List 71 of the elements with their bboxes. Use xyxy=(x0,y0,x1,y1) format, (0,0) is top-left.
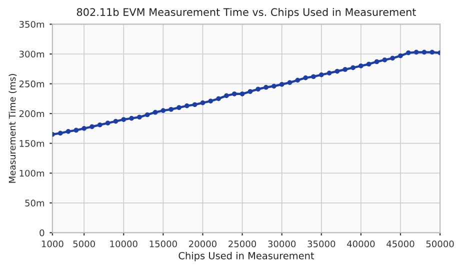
point xyxy=(90,124,94,130)
point xyxy=(58,130,63,136)
point xyxy=(144,112,150,118)
point xyxy=(334,68,340,74)
point xyxy=(168,106,174,112)
point xyxy=(256,86,261,92)
point xyxy=(74,128,79,133)
x-axis-title: Chips Used in Measurement xyxy=(178,252,314,262)
point xyxy=(406,50,411,56)
point xyxy=(279,82,284,87)
point xyxy=(398,53,403,58)
point xyxy=(216,96,221,102)
point xyxy=(366,62,372,67)
point xyxy=(208,98,214,104)
point xyxy=(97,122,102,128)
y-tick-label: 200m xyxy=(19,110,44,118)
line-series xyxy=(52,50,440,137)
point xyxy=(358,63,364,68)
point xyxy=(326,70,332,76)
point xyxy=(200,100,206,106)
point xyxy=(82,126,87,131)
point xyxy=(390,56,396,61)
y-axis-title: Measurement Time (ms) xyxy=(8,74,17,183)
point xyxy=(176,105,182,110)
point xyxy=(318,72,324,78)
point xyxy=(430,50,435,55)
point xyxy=(295,78,300,83)
y-tick-label: 150m xyxy=(20,140,44,147)
point xyxy=(129,116,134,121)
x-tick-label: 20000 xyxy=(189,240,216,248)
point xyxy=(113,118,118,124)
point xyxy=(105,120,110,126)
point xyxy=(287,80,292,86)
x-tick-label: 50000 xyxy=(426,240,454,248)
y-tick-label: 350m xyxy=(19,20,44,28)
point xyxy=(152,110,158,115)
point xyxy=(160,108,166,114)
chart-title: 802.11b EVM Measurement Time vs. Chips Used in Measurement xyxy=(76,8,416,18)
point xyxy=(271,84,276,89)
x-tick-label: 40000 xyxy=(347,240,375,248)
y-tick-label: 50m xyxy=(25,200,44,206)
point xyxy=(232,91,237,96)
point xyxy=(224,93,229,98)
point xyxy=(374,59,380,64)
point xyxy=(248,89,253,94)
y-tick-label: 300m xyxy=(19,50,44,58)
x-tick-label: 25000 xyxy=(228,240,256,248)
point xyxy=(382,58,388,62)
point xyxy=(184,103,190,108)
x-tick-label: 10000 xyxy=(110,240,138,248)
point xyxy=(264,84,268,90)
point xyxy=(66,128,71,134)
point xyxy=(137,114,142,120)
point xyxy=(342,67,348,72)
point xyxy=(240,91,245,96)
x-tick-label: 30000 xyxy=(268,240,296,248)
y-tick-label: 0 xyxy=(40,229,44,236)
x-tick-label: 15000 xyxy=(150,240,177,248)
x-tick-label: 35000 xyxy=(308,240,336,248)
point xyxy=(350,65,356,70)
x-tick-label: 1000 xyxy=(42,240,64,248)
y-tick-label: 250m xyxy=(19,80,44,88)
point xyxy=(303,75,308,80)
y-tick-label: 100m xyxy=(20,170,44,177)
x-tick-label: 5000 xyxy=(73,240,95,248)
point xyxy=(192,102,198,108)
point xyxy=(414,50,419,55)
point xyxy=(311,74,316,80)
x-tick-label: 45000 xyxy=(386,240,414,248)
point xyxy=(422,50,427,55)
point xyxy=(121,117,126,122)
